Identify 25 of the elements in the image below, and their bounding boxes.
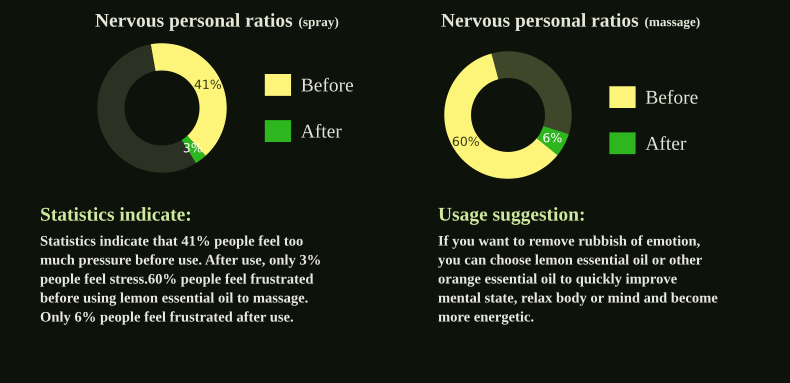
data-label: 41% (194, 80, 222, 90)
text: more energetic. (438, 311, 534, 325)
donut-slice (492, 51, 572, 134)
text: If you want to remove rubbish of emotion, (438, 235, 700, 249)
donut-slice (150, 43, 227, 156)
text: Statistics indicate that 41% people feel too (40, 235, 303, 249)
data-label: 6% (543, 132, 562, 142)
text: Statistics indicate: (41, 207, 190, 221)
text: orange essential oil to quickly improve (438, 273, 677, 287)
chart-title: Nervous personal ratios (441, 13, 638, 31)
legend-label: Before (646, 90, 698, 104)
text: before using lemon essential oil to massage. (40, 292, 308, 306)
text: much pressure before use. After use, only 3% (40, 254, 320, 268)
data-label: 60% (452, 136, 479, 146)
text: mental state, relax body or mind and become (438, 292, 718, 306)
chart-subtitle: (massage) (645, 16, 700, 30)
text: people feel stress.60% people feel frustrated (40, 273, 314, 287)
legend-label: After (300, 124, 342, 138)
text: you can choose lemon essential oil or other (438, 254, 702, 268)
chart-subtitle: (spray) (299, 17, 338, 29)
text: Only 6% people feel frustrated after use. (40, 311, 294, 325)
legend-label: Before (301, 78, 354, 92)
chart-title: Nervous personal ratios (95, 13, 292, 31)
text: Usage suggestion: (438, 207, 584, 225)
legend-label: After (646, 136, 686, 150)
